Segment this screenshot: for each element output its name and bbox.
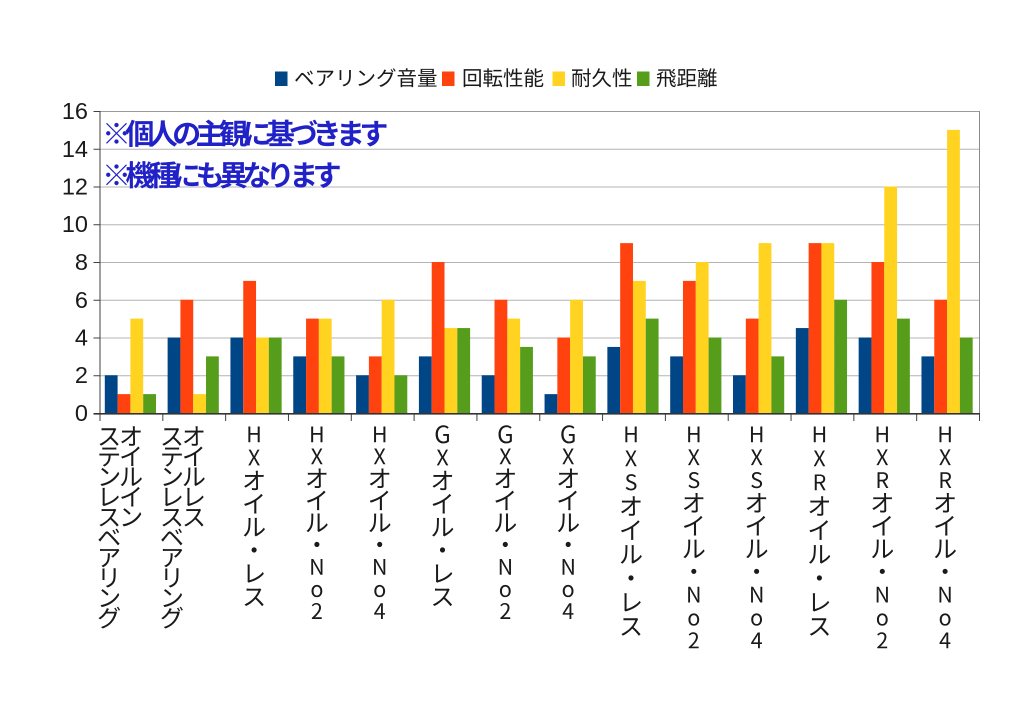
svg-text:14: 14 — [62, 136, 88, 162]
svg-text:16: 16 — [62, 98, 88, 124]
svg-text:12: 12 — [62, 174, 88, 200]
svg-text:10: 10 — [62, 211, 88, 237]
svg-text:6: 6 — [75, 287, 88, 313]
svg-text:4: 4 — [75, 325, 88, 351]
svg-text:8: 8 — [75, 249, 88, 275]
svg-text:2: 2 — [75, 362, 88, 388]
svg-text:0: 0 — [75, 400, 88, 426]
